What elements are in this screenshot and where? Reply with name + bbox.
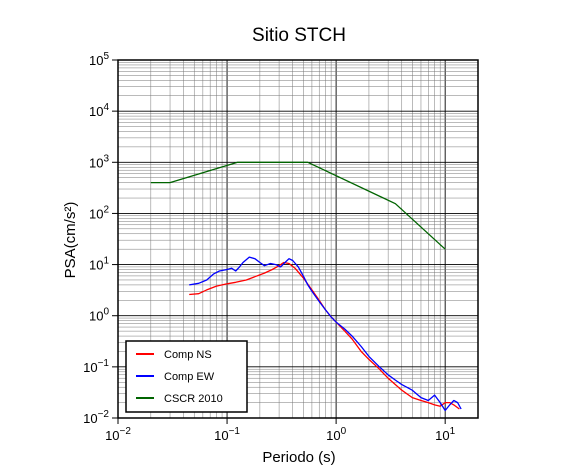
legend-entry: Comp EW [164,371,215,383]
series-line [150,161,446,250]
legend-box [125,340,248,413]
legend-entry: Comp NS [164,349,212,361]
y-tick-label: 100 [89,307,109,324]
y-tick-label: 102 [89,204,109,221]
y-tick-label: 10−1 [83,358,109,375]
y-tick-label: 105 [89,51,109,68]
series-layer [150,161,462,412]
grid [117,60,479,418]
y-tick-label: 104 [89,102,109,119]
x-axis-label: Periodo (s) [262,449,335,466]
y-tick-label: 101 [89,256,109,273]
y-axis-ticks: 10−2 10−1 100 101 102 103 104 105 [83,51,118,426]
chart-title: Sitio STCH [252,25,346,46]
x-tick-label: 101 [435,426,455,443]
x-tick-label: 10−1 [214,426,240,443]
x-tick-label: 10−2 [105,426,131,443]
legend-entry: CSCR 2010 [164,393,223,405]
y-axis-label: PSA(cm/s²) [62,202,79,279]
plot-frame [117,59,479,419]
y-tick-label: 10−2 [83,409,109,426]
y-tick-label: 103 [89,153,109,170]
legend: Comp NS Comp EW CSCR 2010 [125,340,248,413]
x-axis-ticks: 10−2 10−1 100 101 [105,418,456,443]
series-line [189,256,462,412]
x-tick-label: 100 [326,426,346,443]
